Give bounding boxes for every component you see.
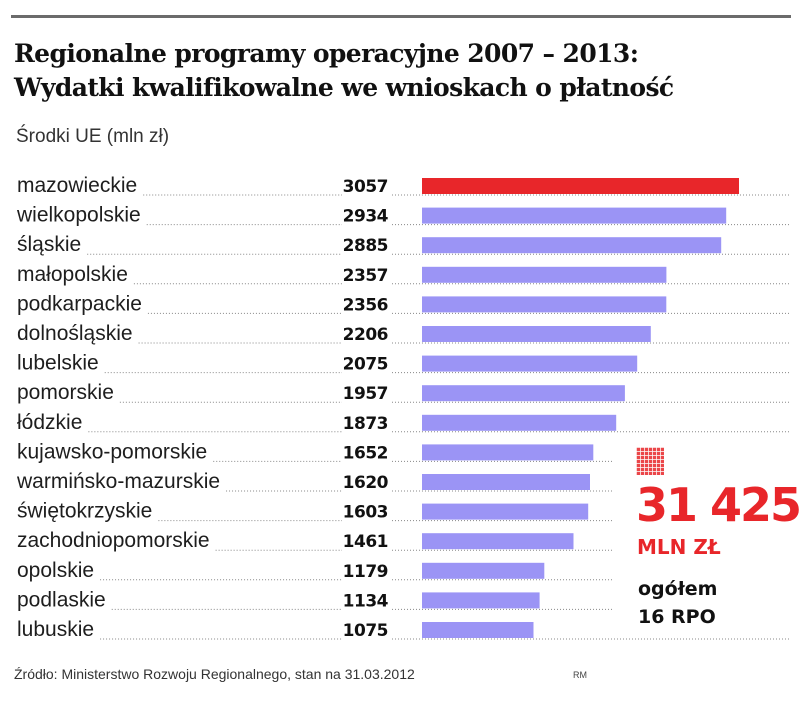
chart-title-line2: Wydatki kwalifikowalne we wnioskach o pł… <box>14 73 674 102</box>
value-label: 2885 <box>343 236 388 256</box>
summary-line2: 16 RPO <box>638 606 716 628</box>
value-label: 1603 <box>343 503 388 523</box>
bar <box>422 326 651 342</box>
bar <box>422 355 638 372</box>
category-label: opolskie <box>17 559 94 582</box>
value-label: 1652 <box>343 443 388 463</box>
bar <box>422 562 545 579</box>
category-label: pomorskie <box>17 381 114 404</box>
value-label: 1620 <box>343 473 389 493</box>
grid-icon <box>636 447 664 475</box>
chart-subtitle: Środki UE (mln zł) <box>16 126 170 147</box>
value-label: 2075 <box>343 355 388 375</box>
category-label: wielkopolskie <box>16 204 141 227</box>
category-label: łódzkie <box>17 411 82 434</box>
summary-line1: ogółem <box>638 578 718 600</box>
top-rule <box>11 15 791 18</box>
summary-text: ogółem 16 RPO <box>638 575 717 631</box>
bar <box>422 296 667 313</box>
bar <box>422 592 540 609</box>
category-label: lubelskie <box>17 352 99 375</box>
value-label: 1461 <box>343 532 388 552</box>
bar <box>422 385 625 402</box>
bar <box>422 474 590 490</box>
value-label: 1134 <box>343 591 389 611</box>
bar <box>422 266 667 283</box>
value-label: 2357 <box>343 266 388 286</box>
source-note: Źródło: Ministerstwo Rozwoju Regionalneg… <box>14 666 415 682</box>
category-label: dolnośląskie <box>17 322 133 345</box>
category-label: podlaskie <box>17 588 106 611</box>
category-label: mazowieckie <box>17 174 137 197</box>
chart-title-line1: Regionalne programy operacyjne 2007 – 20… <box>14 39 639 68</box>
bar <box>422 503 589 520</box>
value-label: 1957 <box>343 384 388 404</box>
category-label: zachodniopomorskie <box>17 529 210 552</box>
bar-chart: mazowieckie 3057 wielkopolskie 2934 śląskie 2… <box>16 174 790 641</box>
category-label: lubuskie <box>17 618 94 641</box>
bar <box>422 622 534 638</box>
total-unit: MLN ZŁ <box>637 535 721 559</box>
category-label: świętokrzyskie <box>17 500 152 523</box>
author-credit: RM <box>573 670 587 680</box>
bar <box>422 237 722 254</box>
value-label: 2356 <box>343 295 388 315</box>
bar <box>422 444 594 461</box>
value-label: 1075 <box>343 621 388 641</box>
chart-title: Regionalne programy operacyjne 2007 – 20… <box>14 37 794 105</box>
value-label: 1873 <box>343 414 388 434</box>
category-label: małopolskie <box>17 263 128 286</box>
category-label: kujawsko-pomorskie <box>17 440 207 463</box>
bar <box>422 178 739 194</box>
category-label: śląskie <box>17 233 81 256</box>
bar <box>422 207 727 224</box>
bar <box>422 414 617 431</box>
value-label: 3057 <box>343 177 388 197</box>
category-label: warmińsko-mazurskie <box>16 470 220 493</box>
total-value: 31 425 <box>636 478 802 532</box>
bar <box>422 533 574 550</box>
value-label: 1179 <box>343 562 388 582</box>
value-label: 2934 <box>343 207 389 227</box>
category-label: podkarpackie <box>17 292 142 315</box>
value-label: 2206 <box>343 325 388 345</box>
